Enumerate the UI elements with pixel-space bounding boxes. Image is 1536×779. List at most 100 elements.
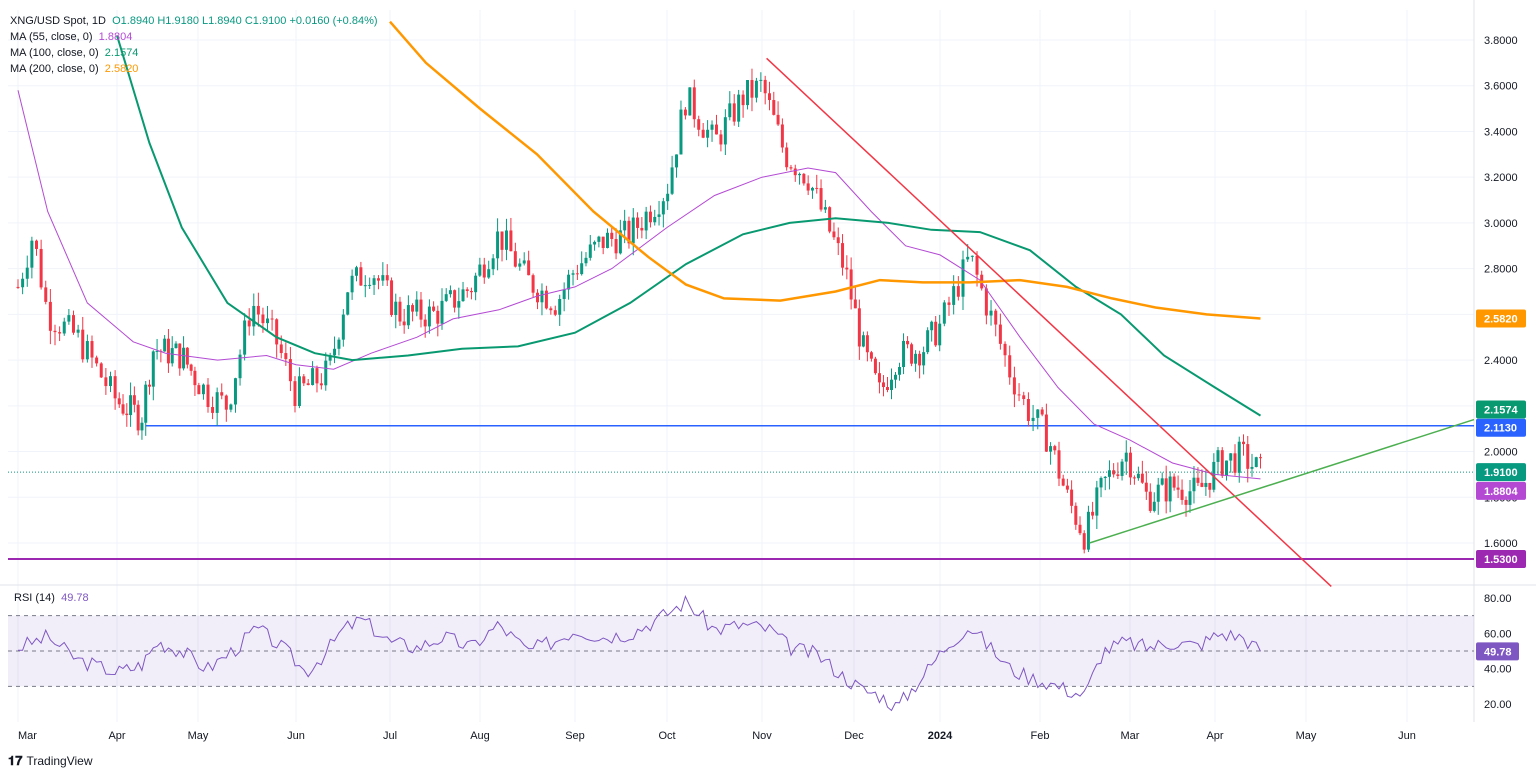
candle-body — [1112, 470, 1116, 475]
candle-body — [415, 299, 419, 312]
candle-body — [1246, 444, 1250, 469]
price-tick-label: 3.0000 — [1484, 218, 1518, 230]
candle-body — [315, 368, 319, 384]
badge-last-price-bg — [1476, 463, 1526, 482]
candle-body — [906, 340, 910, 345]
candle-body — [229, 404, 233, 410]
candle-body — [1120, 461, 1124, 476]
candle-body — [841, 243, 845, 268]
candle-body — [99, 363, 103, 378]
candle-body — [832, 231, 836, 238]
badge-ma55-bg — [1476, 481, 1526, 500]
candle-body — [1026, 399, 1030, 421]
candle-body — [688, 87, 692, 116]
candle-body — [193, 370, 197, 386]
candle-body — [275, 319, 279, 345]
rsi-label: RSI (14) — [14, 592, 55, 604]
rsi-legend[interactable]: RSI (14) 49.78 — [14, 592, 89, 604]
price-tick-label: 1.6000 — [1484, 538, 1518, 550]
candle-body — [692, 87, 696, 120]
candle-body — [390, 280, 394, 316]
price-tick-label: 3.2000 — [1484, 172, 1518, 184]
candle-body — [324, 360, 328, 386]
time-axis[interactable]: Mar Apr May Jun Jul Aug Sep Oct Nov Dec 2024 Feb Mar… — [18, 730, 1416, 742]
candle-body — [780, 124, 784, 148]
candle-body — [233, 378, 237, 405]
candle-body — [125, 413, 129, 416]
candle-body — [39, 248, 43, 288]
candle-body — [819, 188, 823, 210]
candle-body — [319, 383, 323, 386]
candle-body — [104, 377, 108, 387]
candle-body — [1078, 524, 1082, 534]
badge-support-bg — [1476, 418, 1526, 437]
candle-body — [701, 129, 705, 138]
ma55-row[interactable]: MA (55, close, 0) 1.8804 — [10, 29, 378, 45]
candle-body — [113, 376, 117, 399]
candle-body — [155, 350, 159, 352]
candle-body — [1259, 457, 1262, 459]
ma100-row[interactable]: MA (100, close, 0) 2.1574 — [10, 45, 378, 61]
candle-body — [457, 301, 461, 308]
candle-body — [1254, 457, 1258, 467]
candle-body — [789, 167, 793, 169]
time-tick-label: Jul — [383, 730, 397, 742]
candle-body — [776, 114, 780, 125]
badge-ma200-text: 2.5820 — [1484, 313, 1518, 325]
candle-body — [605, 232, 609, 248]
candle-body — [129, 395, 133, 416]
rsi-tick-label: 40.00 — [1484, 664, 1512, 676]
candle-body — [956, 286, 960, 297]
candle-body — [710, 124, 714, 130]
footer-brand[interactable]: 𝟏𝟕 TradingView — [8, 753, 93, 769]
candle-body — [261, 314, 265, 324]
candle-body — [436, 310, 440, 324]
ma200-row[interactable]: MA (200, close, 0) 2.5820 — [10, 61, 378, 77]
candle-body — [1044, 414, 1048, 452]
candle-body — [359, 267, 363, 286]
moving-averages — [17, 20, 1262, 480]
candle-body — [544, 290, 548, 309]
candle-body — [419, 299, 423, 320]
badge-ma100-text: 2.1574 — [1484, 405, 1519, 417]
candle-body — [354, 267, 358, 276]
ma200-label: MA (200, close, 0) — [10, 63, 99, 75]
symbol-row[interactable]: XNG/USD Spot, 1D O1.8940 H1.9180 L1.8940… — [10, 13, 378, 29]
candle-body — [1180, 489, 1184, 500]
price-tick-label: 3.6000 — [1484, 81, 1518, 93]
candle-body — [297, 376, 301, 407]
candle-body — [1017, 394, 1021, 396]
candle-body — [571, 273, 575, 275]
time-tick-label: Oct — [658, 730, 675, 742]
price-axis[interactable]: 1.60001.80002.00002.20002.40002.60002.80… — [1484, 35, 1518, 711]
candle-body — [478, 264, 482, 276]
candle-body — [337, 339, 341, 349]
candle-body — [81, 329, 85, 360]
candle-body — [889, 379, 893, 390]
candle-body — [1229, 453, 1233, 461]
candle-body — [1061, 478, 1065, 486]
time-tick-label: Apr — [108, 730, 125, 742]
time-tick-label: May — [1296, 730, 1317, 742]
candle-body — [385, 275, 389, 281]
candle-body — [25, 267, 29, 279]
candle-body — [376, 278, 380, 281]
candle-body — [1144, 482, 1148, 492]
candle-body — [284, 353, 288, 360]
candle-body — [372, 278, 376, 285]
candle-body — [140, 422, 144, 431]
candle-body — [1224, 460, 1228, 476]
candle-body — [793, 168, 797, 176]
candle-body — [1164, 478, 1168, 502]
candle-body — [938, 323, 942, 346]
candle-body — [627, 220, 631, 244]
candle-body — [540, 290, 544, 303]
candle-body — [885, 387, 889, 390]
candle-body — [961, 259, 965, 297]
price-tick-label: 2.4000 — [1484, 355, 1518, 367]
candle-body — [1116, 474, 1120, 476]
candle-body — [631, 217, 635, 244]
candle-body — [553, 310, 557, 315]
candle-body — [132, 395, 136, 405]
